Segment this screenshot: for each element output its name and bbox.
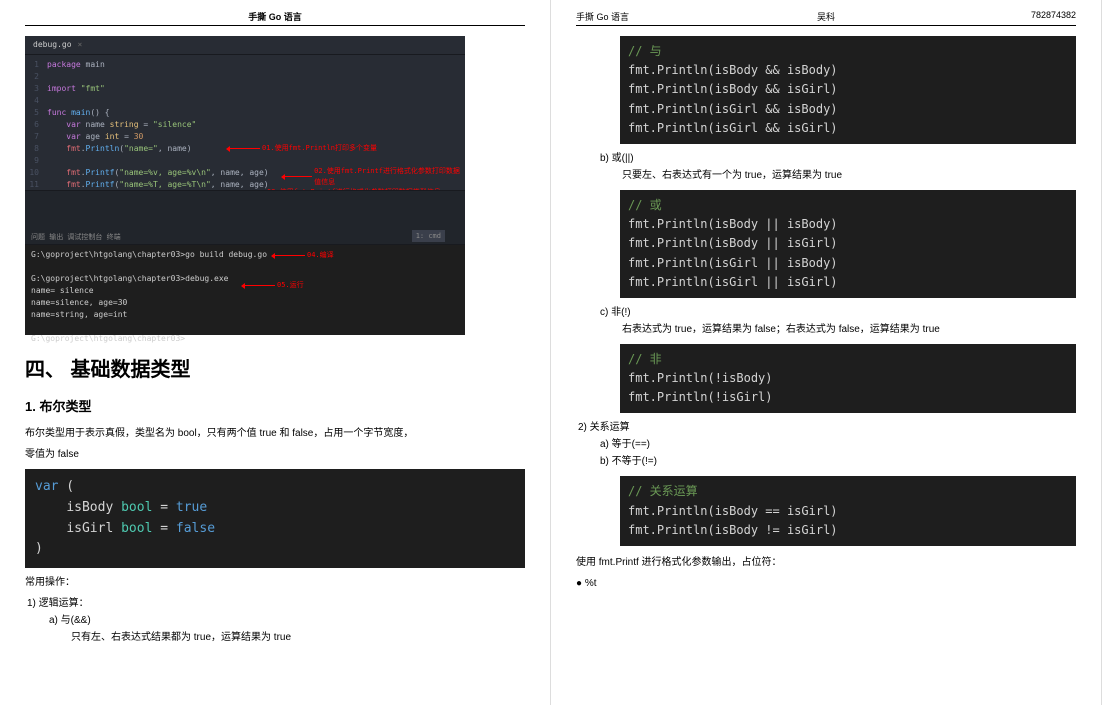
code-or: // 或 fmt.Println(isBody || isBody) fmt.P… (620, 190, 1076, 298)
paragraph: 使用 fmt.Printf 进行格式化参数输出，占位符： (576, 554, 1076, 571)
ide-tab: debug.go × (25, 36, 465, 55)
ide-panel-divider: 问题 输出 调试控制台 终端 1: cmd (25, 190, 465, 245)
list-item-text: 右表达式为 true，运算结果为 false；右表达式为 false，运算结果为… (622, 321, 1076, 338)
header-title: 手撕 Go 语言 (248, 12, 302, 22)
list-item: b) 或(||) (600, 150, 1076, 167)
code-and: // 与 fmt.Println(isBody && isBody) fmt.P… (620, 36, 1076, 144)
paragraph: 常用操作： (25, 574, 525, 591)
term-annotation-2: 05.运行 (245, 280, 304, 291)
page-left: 手撕 Go 语言 debug.go × 1package main23import… (0, 0, 551, 705)
list: 2) 关系运算 a) 等于(==) b) 不等于(!=) (578, 419, 1076, 470)
header-right: 手撕 Go 语言 吴科 782874382 (576, 10, 1076, 26)
list-item-text: 只有左、右表达式结果都为 true，运算结果为 true (71, 629, 525, 646)
page-right: 手撕 Go 语言 吴科 782874382 // 与 fmt.Println(i… (551, 0, 1102, 705)
header-left-text: 手撕 Go 语言 (576, 10, 656, 23)
ide-terminal-selector: 1: cmd (412, 230, 445, 243)
list-item: c) 非(!) (600, 304, 1076, 321)
header-number: 782874382 (996, 10, 1076, 23)
list-item: a) 等于(==) (600, 436, 1076, 453)
annotation-2: 02.使用fmt.Printf进行格式化参数打印数据值信息 (285, 166, 465, 187)
annotation-1: 01.使用fmt.Println打印多个变量 (230, 143, 377, 154)
list: 1) 逻辑运算： a) 与(&&) 只有左、右表达式结果都为 true，运算结果… (27, 595, 525, 646)
ide-tab-name: debug.go (33, 40, 72, 49)
list-item: a) 与(&&) (49, 612, 525, 629)
term-annotation-1: 04.编译 (275, 250, 334, 261)
ide-terminal: G:\goproject\htgolang\chapter03>go build… (25, 245, 465, 335)
list-item-text: 只要左、右表达式有一个为 true，运算结果为 true (622, 167, 1076, 184)
ide-code-area: 1package main23import "fmt"45func main()… (25, 55, 465, 190)
subsection-heading: 1. 布尔类型 (25, 396, 525, 415)
ide-panel-tabs: 问题 输出 调试控制台 终端 (31, 232, 121, 243)
close-icon: × (78, 40, 83, 49)
header-left: 手撕 Go 语言 (25, 10, 525, 26)
list-item: 2) 关系运算 (578, 419, 1076, 436)
list: c) 非(!) 右表达式为 true，运算结果为 false；右表达式为 fal… (578, 304, 1076, 338)
bullet-item: ● %t (576, 575, 1076, 592)
code-not: // 非 fmt.Println(!isBody) fmt.Println(!i… (620, 344, 1076, 414)
header-author: 吴科 (656, 10, 996, 23)
paragraph: 零值为 false (25, 446, 525, 463)
list-item: b) 不等于(!=) (600, 453, 1076, 470)
paragraph: 布尔类型用于表示真假，类型名为 bool，只有两个值 true 和 false，… (25, 425, 525, 442)
code-rel: // 关系运算 fmt.Println(isBody == isGirl) fm… (620, 476, 1076, 546)
list-item: 1) 逻辑运算： (27, 595, 525, 612)
code-var-decl: var ( isBody bool = true isGirl bool = f… (25, 469, 525, 568)
list: b) 或(||) 只要左、右表达式有一个为 true，运算结果为 true (578, 150, 1076, 184)
ide-screenshot: debug.go × 1package main23import "fmt"45f… (25, 36, 465, 335)
